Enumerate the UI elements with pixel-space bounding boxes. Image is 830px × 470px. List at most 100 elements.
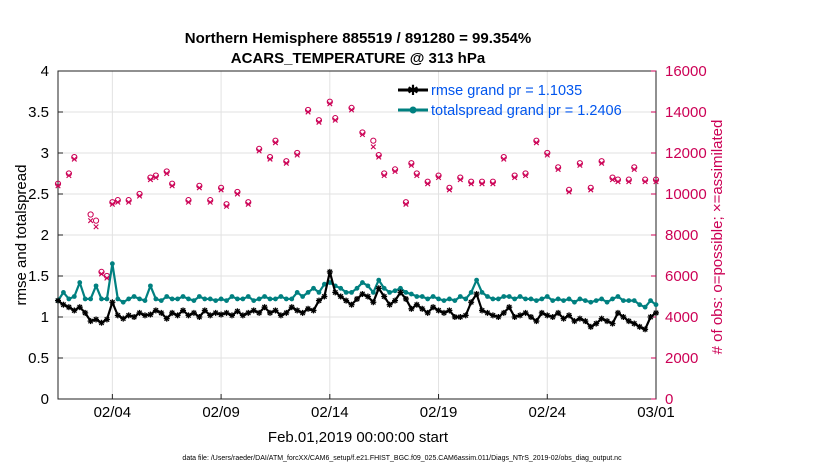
rmse-point bbox=[571, 318, 578, 325]
rmse-star-stroke bbox=[647, 314, 654, 320]
obs-assimilated-point bbox=[457, 176, 463, 183]
rmse-star-stroke bbox=[348, 302, 355, 308]
spread-point bbox=[71, 294, 77, 299]
rmse-star-stroke bbox=[631, 320, 637, 327]
obs-assimilated-point bbox=[93, 224, 99, 230]
obs-x-stroke bbox=[522, 172, 529, 179]
rmse-point bbox=[212, 309, 219, 316]
legend-rmse-star-icon: ✱ bbox=[407, 83, 419, 99]
rmse-star-stroke bbox=[316, 297, 322, 304]
rmse-point bbox=[555, 309, 562, 316]
rmse-star-stroke bbox=[126, 312, 132, 319]
y2-tick-label: 4000 bbox=[665, 309, 698, 326]
spread-point bbox=[512, 296, 518, 302]
rmse-star-stroke bbox=[60, 302, 67, 308]
spread-point bbox=[120, 299, 126, 305]
rmse-point bbox=[163, 315, 170, 322]
rmse-point bbox=[359, 291, 366, 298]
y2-tick-label: 0 bbox=[665, 391, 673, 408]
rmse-star-stroke bbox=[517, 312, 523, 319]
spread-point bbox=[463, 296, 469, 302]
rmse-point bbox=[424, 309, 431, 316]
spread-point bbox=[338, 285, 344, 291]
obs-possible-point bbox=[370, 137, 377, 144]
rmse-point bbox=[479, 307, 486, 314]
right-y-axis-label: # of obs: o=possible; ×=assimilated bbox=[709, 120, 726, 355]
y2-tick-label: 12000 bbox=[665, 145, 707, 162]
rmse-star-stroke bbox=[229, 312, 235, 319]
obs-x-stroke bbox=[501, 156, 507, 162]
rmse-point bbox=[234, 308, 241, 315]
spread-point bbox=[593, 298, 599, 303]
rmse-point bbox=[484, 309, 491, 316]
rmse-star-stroke bbox=[430, 304, 436, 310]
legend-rmse-label: rmse grand pr = 1.1035 bbox=[431, 83, 582, 99]
rmse-point bbox=[392, 297, 399, 304]
spread-point bbox=[392, 288, 398, 294]
rmse-point bbox=[462, 312, 469, 319]
rmse-star-stroke bbox=[185, 312, 192, 319]
spread-point bbox=[294, 290, 300, 295]
y-tick-label: 4 bbox=[41, 63, 49, 80]
spread-point bbox=[387, 290, 393, 295]
rmse-star-stroke bbox=[484, 310, 491, 316]
obs-x-stroke bbox=[294, 152, 300, 158]
spread-point bbox=[262, 294, 267, 299]
obs-assimilated-point bbox=[381, 172, 387, 179]
rmse-point bbox=[114, 312, 121, 319]
rmse-star-stroke bbox=[332, 289, 338, 296]
y-tick-label: 2.5 bbox=[28, 186, 49, 203]
spread-point bbox=[169, 296, 175, 302]
rmse-star-stroke bbox=[196, 314, 203, 320]
left-y-axis-label: rmse and totalspread bbox=[13, 165, 30, 306]
spread-point bbox=[599, 296, 605, 302]
rmse-star-stroke bbox=[234, 308, 241, 314]
rmse-point bbox=[511, 314, 518, 320]
spread-point bbox=[66, 296, 72, 302]
rmse-point bbox=[277, 312, 284, 319]
spread-point bbox=[99, 296, 104, 302]
rmse-star-stroke bbox=[240, 312, 246, 319]
rmse-point bbox=[544, 312, 551, 319]
rmse-point bbox=[489, 312, 496, 319]
spread-point bbox=[577, 296, 583, 302]
obs-assimilated-point bbox=[653, 179, 659, 185]
obs-x-stroke bbox=[87, 217, 94, 224]
rmse-point bbox=[337, 293, 344, 300]
rmse-point bbox=[348, 301, 355, 308]
rmse-star-stroke bbox=[479, 307, 485, 314]
spread-point bbox=[164, 294, 170, 299]
rmse-point bbox=[131, 314, 138, 320]
spread-point bbox=[582, 298, 588, 303]
rmse-star-stroke bbox=[653, 310, 659, 316]
spread-point bbox=[631, 298, 637, 303]
rmse-star-stroke bbox=[365, 293, 371, 300]
rmse-point bbox=[267, 309, 274, 316]
obs-assimilated-point bbox=[435, 174, 442, 181]
rmse-point bbox=[435, 307, 442, 314]
obs-assimilated-point bbox=[218, 187, 224, 193]
rmse-point bbox=[604, 318, 611, 325]
rmse-star-stroke bbox=[289, 304, 295, 310]
rmse-point bbox=[152, 307, 159, 314]
spread-point bbox=[485, 294, 490, 299]
y2-tick-label: 14000 bbox=[665, 104, 707, 121]
spread-point bbox=[354, 285, 360, 291]
rmse-point bbox=[261, 304, 268, 311]
spread-point bbox=[218, 296, 224, 302]
rmse-point bbox=[245, 309, 252, 316]
rmse-point bbox=[587, 323, 594, 330]
rmse-point bbox=[370, 299, 377, 306]
rmse-star-stroke bbox=[588, 324, 594, 330]
obs-assimilated-point bbox=[147, 176, 154, 183]
spread-point bbox=[283, 296, 289, 302]
rmse-point bbox=[560, 315, 567, 322]
obs-assimilated-point bbox=[392, 168, 398, 175]
obs-x-stroke bbox=[245, 201, 251, 207]
obs-assimilated-point bbox=[164, 170, 170, 177]
rmse-star-stroke bbox=[147, 311, 154, 318]
x-tick-label: 02/24 bbox=[528, 404, 566, 421]
obs-assimilated-point bbox=[446, 187, 453, 193]
spread-point bbox=[408, 291, 414, 297]
obs-x-stroke bbox=[457, 176, 463, 183]
